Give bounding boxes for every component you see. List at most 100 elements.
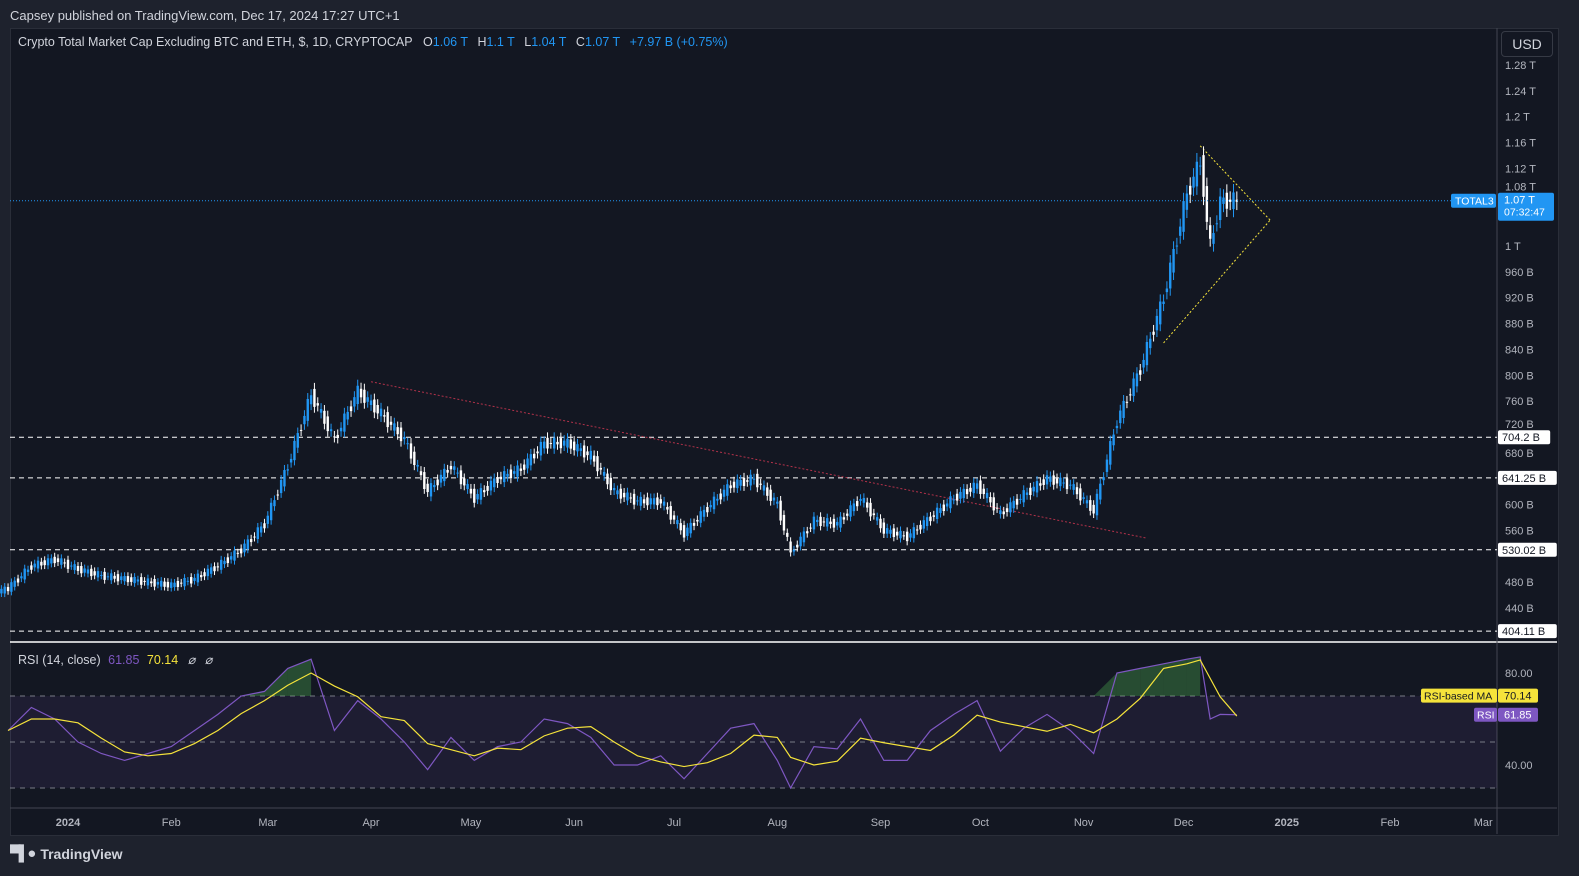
rsi-legend: RSI (14, close) 61.85 70.14 ⌀ ⌀ — [18, 652, 212, 667]
candle-body — [722, 489, 726, 497]
candle-body — [53, 556, 56, 564]
candle-body — [1042, 479, 1045, 485]
candle-body — [403, 436, 406, 440]
candle-body — [116, 574, 120, 582]
candle-body — [1232, 192, 1235, 210]
rsi-overbought-fill — [287, 659, 312, 696]
price-tick: 1 T — [1505, 241, 1521, 253]
rsi-tick: 80.00 — [1505, 668, 1533, 680]
candle-body — [533, 453, 536, 459]
price-tick: 720 B — [1505, 419, 1534, 431]
candle-body — [453, 466, 456, 470]
candle-body — [742, 477, 746, 487]
candle-body — [1012, 500, 1015, 509]
time-tick: Apr — [362, 817, 379, 829]
candle-body — [882, 522, 886, 534]
candle-body — [1045, 475, 1049, 485]
eye-off-icon[interactable]: ⌀ — [204, 653, 213, 667]
candle-body — [712, 496, 716, 510]
candle-body — [849, 505, 852, 517]
candle-body — [1125, 401, 1129, 403]
candle-body — [562, 440, 566, 446]
candle-body — [523, 464, 526, 470]
currency-button[interactable]: USD — [1501, 31, 1553, 57]
candle-body — [0, 588, 3, 594]
candle-body — [236, 552, 240, 554]
candle-body — [656, 497, 659, 506]
candle-body — [1152, 331, 1155, 335]
candle-body — [679, 523, 682, 531]
candle-body — [503, 471, 506, 483]
candle-body — [229, 556, 233, 560]
candle-body — [982, 488, 985, 495]
candle-body — [596, 456, 599, 472]
candle-body — [1109, 441, 1112, 465]
candle-body — [736, 479, 739, 489]
candle-body — [1062, 482, 1065, 484]
candle-body — [869, 502, 872, 517]
eye-off-icon[interactable]: ⌀ — [187, 653, 196, 667]
candle-body — [566, 438, 569, 448]
candle-body — [829, 521, 832, 524]
candle-body — [972, 482, 975, 494]
candle-body — [193, 577, 196, 581]
candle-body — [313, 388, 316, 407]
footer-brand[interactable]: ▀▌● TradingView — [10, 845, 123, 862]
candle-body — [326, 416, 329, 432]
candle-body — [126, 576, 130, 583]
candle-body — [632, 493, 636, 505]
candle-body — [1059, 477, 1062, 487]
candle-body — [513, 471, 516, 474]
rsi-overbought-fill — [1140, 663, 1164, 696]
candle-body — [1205, 186, 1209, 222]
price-tick: 440 B — [1505, 603, 1534, 615]
candle-body — [113, 575, 116, 579]
candle-body — [33, 563, 36, 568]
candle-body — [283, 470, 286, 487]
candle-body — [1115, 425, 1119, 429]
publisher-line: Capsey published on TradingView.com, Dec… — [10, 8, 400, 23]
candle-body — [619, 488, 622, 499]
candle-body — [1135, 373, 1139, 387]
candle-body — [556, 441, 559, 445]
candle-body — [1159, 301, 1162, 325]
countdown-label: 07:32:47 — [1504, 207, 1545, 219]
candle-body — [449, 465, 453, 470]
candle-body — [209, 567, 213, 574]
candle-body — [1005, 508, 1009, 512]
candle-body — [216, 566, 220, 568]
candle-body — [1155, 315, 1159, 331]
tradingview-logo-icon: ▀▌● — [10, 845, 36, 862]
candle-body — [246, 539, 250, 550]
candle-body — [889, 529, 892, 534]
candle-body — [526, 458, 529, 469]
candle-body — [96, 571, 100, 578]
candle-body — [536, 451, 539, 454]
candle-body — [789, 541, 792, 553]
candle-body — [70, 565, 73, 567]
candle-body — [875, 517, 879, 521]
candle-body — [629, 497, 632, 499]
price-tick: 1.24 T — [1505, 86, 1536, 98]
candle-body — [979, 480, 982, 495]
chart-frame[interactable] — [10, 28, 1559, 836]
candle-body — [66, 559, 70, 569]
candle-body — [992, 497, 995, 511]
candle-body — [73, 564, 76, 571]
candle-body — [1035, 481, 1039, 493]
candle-body — [666, 506, 669, 510]
time-tick: Dec — [1174, 817, 1194, 829]
candle-body — [885, 528, 889, 534]
price-tick: 1.28 T — [1505, 60, 1536, 72]
candle-body — [1022, 490, 1025, 503]
candle-body — [696, 519, 699, 522]
candle-body — [842, 517, 846, 520]
time-tick: Feb — [1381, 817, 1400, 829]
candle-body — [542, 441, 546, 449]
candle-body — [1208, 225, 1212, 239]
candle-body — [646, 497, 649, 506]
candle-body — [529, 454, 533, 466]
candle-body — [1132, 378, 1135, 397]
price-tick: 1.2 T — [1505, 112, 1530, 124]
